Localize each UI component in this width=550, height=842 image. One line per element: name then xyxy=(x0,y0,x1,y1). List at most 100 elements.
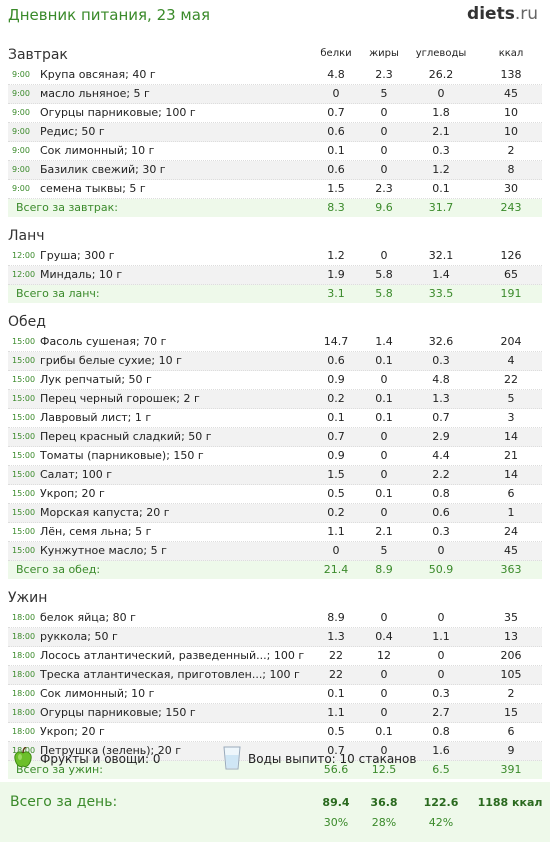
meal-time: 9:00 xyxy=(12,146,30,155)
food-name[interactable]: Редис; 50 г xyxy=(40,125,105,138)
meal-total-kcal: 363 xyxy=(500,563,522,576)
food-name[interactable]: Укроп; 20 г xyxy=(40,487,105,500)
food-row[interactable]: 15:00 Салат; 100 г 1.5 0 2.2 14 xyxy=(8,466,542,485)
food-row[interactable]: 15:00 Лён, семя льна; 5 г 1.1 2.1 0.3 24 xyxy=(8,523,542,542)
food-name[interactable]: Груша; 300 г xyxy=(40,249,115,262)
fruits-veg-count: Фрукты и овощи: 0 xyxy=(40,752,161,766)
food-row[interactable]: 9:00 масло льняное; 5 г 0 5 0 45 xyxy=(8,85,542,104)
food-kcal: 2 xyxy=(507,144,515,157)
site-logo[interactable]: diets.ru xyxy=(467,4,538,24)
food-name[interactable]: Миндаль; 10 г xyxy=(40,268,123,281)
meal-time: 15:00 xyxy=(12,508,36,517)
food-name[interactable]: масло льняное; 5 г xyxy=(40,87,150,100)
food-name[interactable]: Фасоль сушеная; 70 г xyxy=(40,335,167,348)
food-row[interactable]: 12:00 Миндаль; 10 г 1.9 5.8 1.4 65 xyxy=(8,266,542,285)
food-name[interactable]: Салат; 100 г xyxy=(40,468,113,481)
meal-time: 9:00 xyxy=(12,165,30,174)
meal-title: Обед xyxy=(8,314,46,330)
food-name[interactable]: Сок лимонный; 10 г xyxy=(40,687,155,700)
food-row[interactable]: 12:00 Груша; 300 г 1.2 0 32.1 126 xyxy=(8,247,542,266)
food-row[interactable]: 15:00 Морская капуста; 20 г 0.2 0 0.6 1 xyxy=(8,504,542,523)
food-protein: 0.7 xyxy=(327,106,345,119)
food-row[interactable]: 9:00 Редис; 50 г 0.6 0 2.1 10 xyxy=(8,123,542,142)
food-name[interactable]: Огурцы парниковые; 150 г xyxy=(40,706,196,719)
food-row[interactable]: 15:00 Лавровый лист; 1 г 0.1 0.1 0.7 3 xyxy=(8,409,542,428)
logo-tld: .ru xyxy=(514,4,538,24)
meal-total-label: Всего за ланч: xyxy=(16,287,100,300)
food-row[interactable]: 9:00 Сок лимонный; 10 г 0.1 0 0.3 2 xyxy=(8,142,542,161)
food-row[interactable]: 18:00 Огурцы парниковые; 150 г 1.1 0 2.7 15 xyxy=(8,704,542,723)
meal-total-fat: 8.9 xyxy=(375,563,393,576)
food-name[interactable]: Лён, семя льна; 5 г xyxy=(40,525,152,538)
food-row[interactable]: 15:00 Перец красный сладкий; 50 г 0.7 0 2.9 1… xyxy=(8,428,542,447)
food-name[interactable]: Укроп; 20 г xyxy=(40,725,105,738)
food-row[interactable]: 9:00 Огурцы парниковые; 100 г 0.7 0 1.8 10 xyxy=(8,104,542,123)
food-row[interactable]: 15:00 Кунжутное масло; 5 г 0 5 0 45 xyxy=(8,542,542,561)
food-name[interactable]: Кунжутное масло; 5 г xyxy=(40,544,167,557)
food-fat: 0.1 xyxy=(375,487,393,500)
food-row[interactable]: 15:00 Перец черный горошек; 2 г 0.2 0.1 1.3 5 xyxy=(8,390,542,409)
food-row[interactable]: 15:00 грибы белые сухие; 10 г 0.6 0.1 0.3 4 xyxy=(8,352,542,371)
food-name[interactable]: Томаты (парниковые); 150 г xyxy=(40,449,204,462)
meal-total-kcal: 391 xyxy=(500,763,522,776)
food-row[interactable]: 18:00 руккола; 50 г 1.3 0.4 1.1 13 xyxy=(8,628,542,647)
food-protein: 0.5 xyxy=(327,725,345,738)
meal-section: Завтрак 9:00 Крупа овсяная; 40 г 4.8 2.3 26.2… xyxy=(8,44,542,217)
food-row[interactable]: 18:00 Сок лимонный; 10 г 0.1 0 0.3 2 xyxy=(8,685,542,704)
food-row[interactable]: 9:00 Базилик свежий; 30 г 0.6 0 1.2 8 xyxy=(8,161,542,180)
food-name[interactable]: Треска атлантическая, приготовлен...; 10… xyxy=(40,668,300,681)
food-kcal: 45 xyxy=(504,544,518,557)
food-name[interactable]: Лавровый лист; 1 г xyxy=(40,411,152,424)
food-row[interactable]: 18:00 белок яйца; 80 г 8.9 0 0 35 xyxy=(8,609,542,628)
food-name[interactable]: Сок лимонный; 10 г xyxy=(40,144,155,157)
food-name[interactable]: Перец красный сладкий; 50 г xyxy=(40,430,212,443)
food-row[interactable]: 15:00 Томаты (парниковые); 150 г 0.9 0 4.4 21 xyxy=(8,447,542,466)
food-carbs: 0 xyxy=(437,649,445,662)
page-title: Дневник питания, 23 мая xyxy=(8,6,210,24)
food-name[interactable]: руккола; 50 г xyxy=(40,630,118,643)
food-name[interactable]: Базилик свежий; 30 г xyxy=(40,163,166,176)
food-name[interactable]: семена тыквы; 5 г xyxy=(40,182,146,195)
meal-time: 9:00 xyxy=(12,108,30,117)
food-row[interactable]: 9:00 Крупа овсяная; 40 г 4.8 2.3 26.2 138 xyxy=(8,66,542,85)
food-name[interactable]: Лук репчатый; 50 г xyxy=(40,373,152,386)
food-row[interactable]: 18:00 Треска атлантическая, приготовлен..… xyxy=(8,666,542,685)
food-name[interactable]: Крупа овсяная; 40 г xyxy=(40,68,156,81)
food-name[interactable]: Лосось атлантический, разведенный...; 10… xyxy=(40,649,305,662)
food-name[interactable]: Морская капуста; 20 г xyxy=(40,506,170,519)
food-row[interactable]: 18:00 Укроп; 20 г 0.5 0.1 0.8 6 xyxy=(8,723,542,742)
meals-table: белки жиры углеводы ккал Завтрак 9:00 Круп… xyxy=(8,44,542,779)
food-kcal: 14 xyxy=(504,468,518,481)
food-protein: 0.6 xyxy=(327,125,345,138)
food-row[interactable]: 15:00 Фасоль сушеная; 70 г 14.7 1.4 32.6 204 xyxy=(8,333,542,352)
meal-time: 9:00 xyxy=(12,184,30,193)
meal-total-row: Всего за обед: 21.4 8.9 50.9 363 xyxy=(8,561,542,579)
food-kcal: 105 xyxy=(500,668,522,681)
food-protein: 0.9 xyxy=(327,449,345,462)
food-row[interactable]: 9:00 семена тыквы; 5 г 1.5 2.3 0.1 30 xyxy=(8,180,542,199)
food-name[interactable]: белок яйца; 80 г xyxy=(40,611,136,624)
food-protein: 1.5 xyxy=(327,182,345,195)
food-row[interactable]: 18:00 Лосось атлантический, разведенный..… xyxy=(8,647,542,666)
food-protein: 0.7 xyxy=(327,744,345,757)
column-header-protein: белки xyxy=(320,48,352,59)
food-kcal: 45 xyxy=(504,87,518,100)
food-row[interactable]: 15:00 Укроп; 20 г 0.5 0.1 0.8 6 xyxy=(8,485,542,504)
food-fat: 5.8 xyxy=(375,268,393,281)
food-name[interactable]: Огурцы парниковые; 100 г xyxy=(40,106,196,119)
food-row[interactable]: 15:00 Лук репчатый; 50 г 0.9 0 4.8 22 xyxy=(8,371,542,390)
food-name[interactable]: Перец черный горошек; 2 г xyxy=(40,392,200,405)
meal-time: 12:00 xyxy=(12,270,36,279)
food-name[interactable]: Петрушка (зелень); 20 г xyxy=(40,744,182,757)
food-carbs: 1.2 xyxy=(432,163,450,176)
food-row[interactable]: 18:00 Петрушка (зелень); 20 г 0.7 0 1.6 9 xyxy=(8,742,542,761)
food-fat: 0 xyxy=(380,249,388,262)
food-name[interactable]: грибы белые сухие; 10 г xyxy=(40,354,182,367)
food-fat: 0 xyxy=(380,449,388,462)
food-protein: 0.1 xyxy=(327,687,345,700)
meal-time: 15:00 xyxy=(12,546,36,555)
meal-total-kcal: 243 xyxy=(500,201,522,214)
water-count: Воды выпито: 10 стаканов xyxy=(248,752,417,766)
day-total-fat: 36.8 xyxy=(370,796,398,809)
meal-total-carbs: 33.5 xyxy=(428,287,454,300)
